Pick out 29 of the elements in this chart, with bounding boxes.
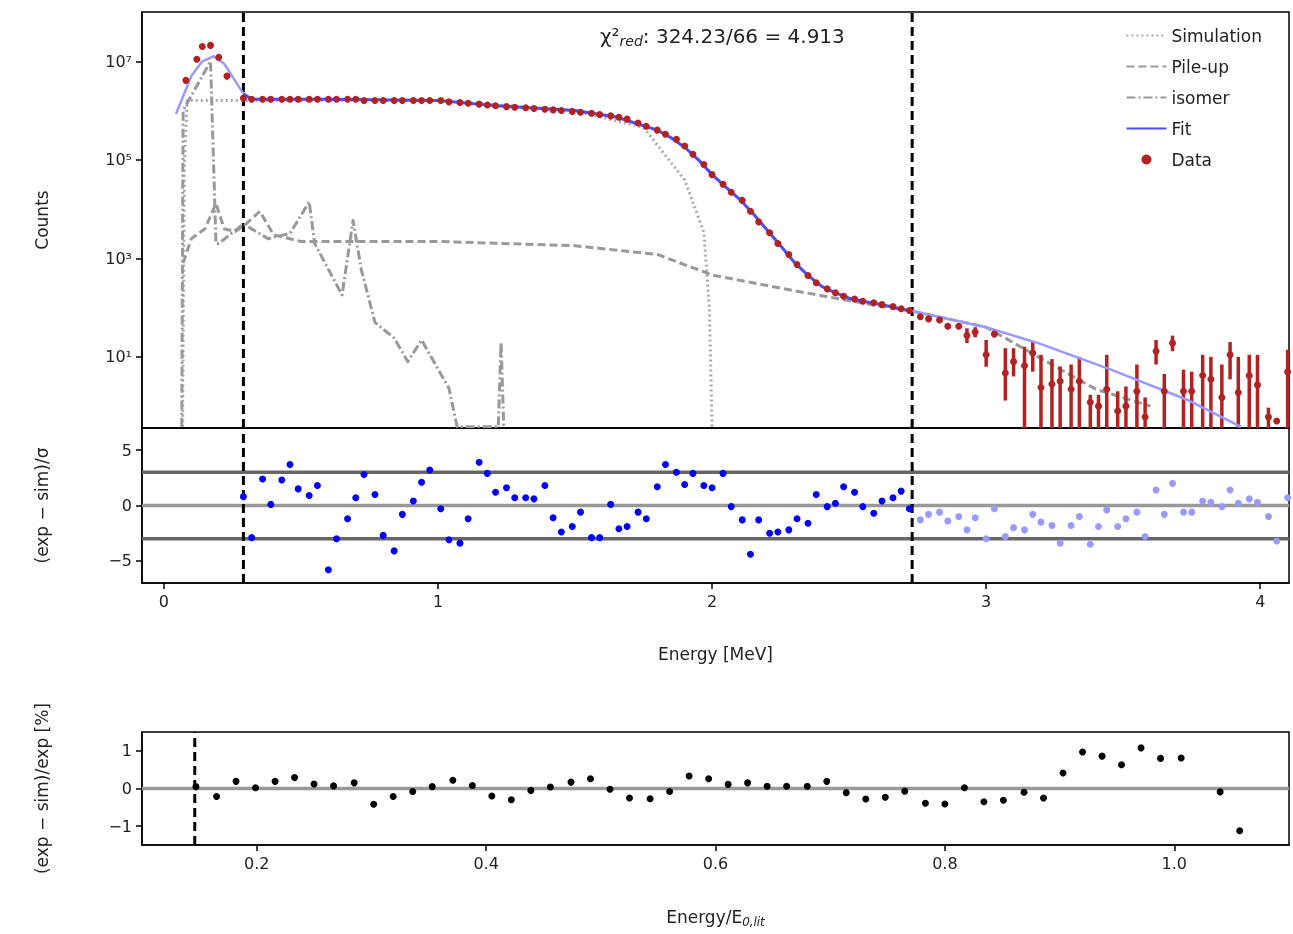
- legend-label: Fit: [1171, 118, 1192, 139]
- y-tick-label: 10¹: [105, 347, 132, 367]
- legend-label: isomer: [1171, 87, 1230, 108]
- legend-label: Data: [1171, 149, 1213, 170]
- y-tick-label: 1: [121, 741, 132, 761]
- x-tick-label: 1.0: [1161, 853, 1188, 873]
- legend-label: Pile-up: [1171, 56, 1229, 77]
- y-axis-title: (exp − sim)/σ: [31, 447, 52, 564]
- x-axis-title: Energy [MeV]: [658, 643, 773, 664]
- y-axis-title: (exp − sim)/exp [%]: [31, 703, 52, 875]
- y-tick-label: 10⁵: [105, 150, 132, 170]
- y-tick-label: 0: [121, 496, 132, 515]
- y-tick-label: 5: [121, 440, 132, 460]
- x-tick-label: 0.4: [473, 853, 499, 873]
- x-tick-label: 0.2: [243, 853, 270, 873]
- x-tick-label: 0.6: [702, 853, 729, 873]
- y-tick-label: 10⁷: [105, 51, 132, 71]
- y-tick-label: −1: [108, 816, 132, 836]
- x-tick-label: 0.8: [932, 853, 958, 873]
- x-tick-label: 3: [981, 591, 992, 611]
- y-axis-title: Counts: [31, 190, 52, 250]
- legend-label: Simulation: [1171, 25, 1263, 46]
- x-tick-label: 0: [158, 591, 170, 611]
- y-tick-label: −5: [108, 551, 132, 571]
- y-tick-label: 10³: [105, 248, 132, 268]
- x-tick-label: 1: [432, 591, 444, 611]
- x-tick-label: 2: [706, 591, 718, 611]
- x-tick-label: 4: [1255, 591, 1266, 611]
- y-tick-label: 0: [121, 779, 132, 799]
